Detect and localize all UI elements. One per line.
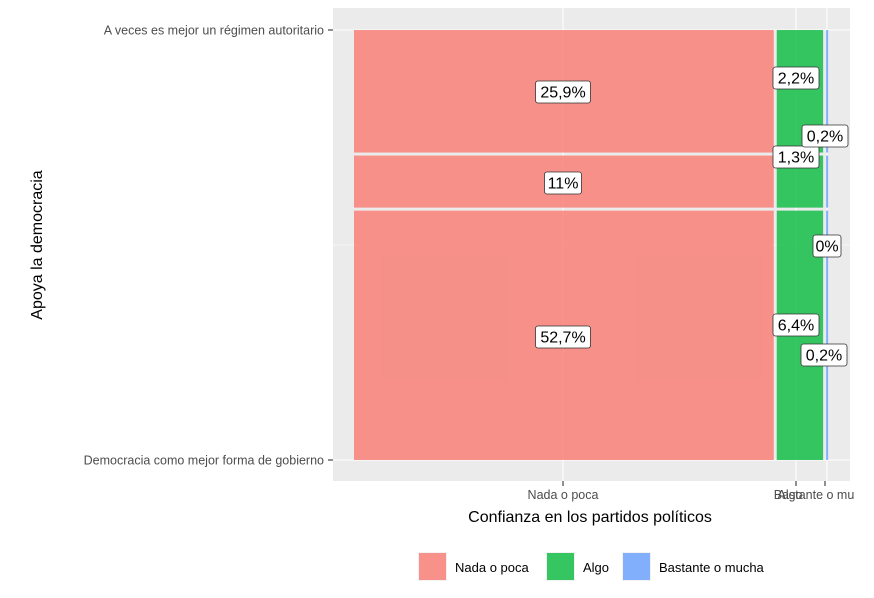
- cell-label-box: [800, 343, 848, 367]
- cell-label-bastante-o-mucha-2: 0,2%: [800, 343, 848, 367]
- cell-label-box: [544, 171, 582, 195]
- tile-bastante-o-mucha-0: [826, 30, 829, 153]
- mosaic-tiles: [354, 30, 829, 460]
- x-tick-label-bastante-o-mu: Bastante o mu: [774, 488, 855, 502]
- cell-label-text: 52,7%: [540, 330, 585, 347]
- cell-label-nada-o-poca-1: 11%: [544, 171, 582, 195]
- legend-swatch: [419, 553, 446, 580]
- cell-label-text: 0,2%: [807, 129, 843, 146]
- legend-label: Bastante o mucha: [659, 560, 765, 575]
- cell-label-text: 0,2%: [806, 348, 842, 365]
- cell-label-box: [772, 313, 820, 337]
- x-tick-label-algo: Algo: [777, 488, 802, 502]
- x-tick-label-nada-o-poca: Nada o poca: [528, 488, 599, 502]
- legend-label: Nada o poca: [455, 560, 529, 575]
- cell-label-box: [535, 80, 591, 104]
- cell-label-box: [772, 145, 820, 169]
- cell-labels: 25,9% 11% 52,7% 2,2% 1,3% 6,4% 0,2% 0% 0,2%: [535, 66, 849, 367]
- cell-label-box: [535, 325, 591, 349]
- y-axis-title: Apoya la democracia: [29, 170, 46, 320]
- cell-label-box: [812, 234, 842, 258]
- cell-label-nada-o-poca-0: 25,9%: [535, 80, 591, 104]
- y-tick-label-democracia-como-mejor-forma-de-gobierno: Democracia como mejor forma de gobierno: [84, 454, 324, 468]
- cell-label-algo-1: 1,3%: [772, 145, 820, 169]
- y-axis: A veces es mejor un régimen autoritario D…: [84, 24, 333, 468]
- legend-label: Algo: [583, 560, 609, 575]
- cell-label-text: 0%: [815, 239, 838, 256]
- tile-bastante-o-mucha-2: [826, 210, 829, 460]
- cell-label-algo-0: 2,2%: [772, 66, 820, 90]
- legend-swatch: [547, 553, 574, 580]
- legend: Nada o poca Algo Bastante o mucha: [418, 552, 765, 581]
- tile-bastante-o-mucha-1: [826, 155, 829, 208]
- legend-item-bastante-o-mucha: Bastante o mucha: [622, 552, 765, 581]
- cell-label-bastante-o-mucha-1: 0%: [812, 234, 842, 258]
- cell-label-text: 1,3%: [778, 150, 814, 167]
- cell-label-algo-2: 6,4%: [772, 313, 820, 337]
- cell-label-text: 11%: [548, 176, 579, 193]
- cell-label-bastante-o-mucha-0: 0,2%: [801, 124, 849, 148]
- cell-label-box: [772, 66, 820, 90]
- legend-swatch: [623, 553, 650, 580]
- cell-label-text: 2,2%: [778, 71, 814, 88]
- legend-item-nada-o-poca: Nada o poca: [418, 552, 529, 581]
- cell-label-nada-o-poca-2: 52,7%: [535, 325, 591, 349]
- cell-label-text: 6,4%: [778, 318, 814, 335]
- cell-label-box: [801, 124, 849, 148]
- cell-label-text: 25,9%: [540, 85, 585, 102]
- legend-item-algo: Algo: [546, 552, 609, 581]
- x-axis-title: Confianza en los partidos políticos: [468, 509, 712, 526]
- y-tick-label-a-veces-es-mejor-un-regimen-autoritario: A veces es mejor un régimen autoritario: [104, 24, 324, 38]
